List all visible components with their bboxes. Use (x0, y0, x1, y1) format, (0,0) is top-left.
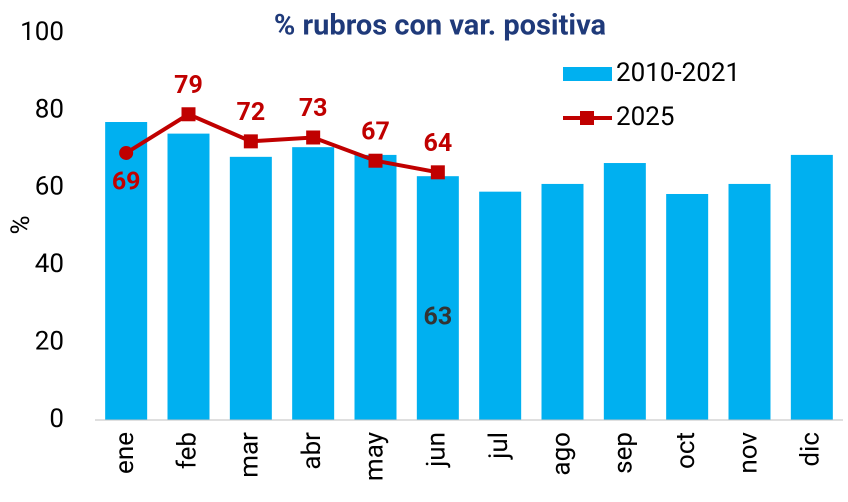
x-tick-label: jun (422, 432, 452, 468)
line-marker (243, 134, 258, 149)
x-tick-label: oct (671, 432, 701, 469)
x-tick-label: dic (796, 432, 826, 467)
line (125, 112, 439, 175)
bar (292, 147, 335, 421)
y-tick-label: 60 (35, 172, 64, 202)
x-tick-label: nov (733, 432, 763, 474)
line-value-label: 72 (236, 98, 265, 127)
legend-swatch (563, 67, 612, 81)
y-tick-label: 80 (35, 94, 64, 124)
y-tick-label: 0 (49, 404, 64, 434)
bar (666, 193, 709, 420)
bar (790, 154, 833, 420)
bar (354, 154, 397, 420)
line-marker (430, 165, 445, 180)
bar (416, 176, 459, 420)
bar (167, 133, 210, 420)
x-tick-label: abr (297, 432, 327, 470)
x-tick-label: ago (546, 432, 576, 476)
x-tick-label: ene (110, 432, 140, 474)
line-value-label: 73 (299, 94, 328, 123)
x-tick-label: feb (172, 432, 202, 469)
line-marker (306, 130, 321, 145)
y-tick-label: 40 (35, 249, 64, 279)
x-tick-label: sep (609, 432, 639, 474)
legend-label: 2025 (616, 102, 674, 132)
legend-label: 2010-2021 (616, 58, 740, 88)
bar-value-label: 63 (423, 303, 452, 332)
bar (229, 156, 272, 420)
line-value-label: 64 (423, 129, 452, 158)
line-marker (119, 145, 134, 160)
bar (728, 183, 771, 420)
bar (479, 191, 522, 420)
x-tick-label: jul (484, 432, 514, 460)
y-tick-label: 100 (20, 17, 64, 47)
y-tick-label: 20 (35, 326, 64, 356)
bar (541, 183, 584, 420)
line-value-label: 79 (174, 71, 203, 100)
chart-title: % rubros con var. positiva (274, 9, 606, 43)
line-marker (181, 107, 196, 122)
bar (105, 122, 148, 420)
bar (603, 163, 646, 421)
x-tick-label: mar (235, 432, 265, 478)
line-value-label: 69 (112, 168, 141, 197)
x-tick-label: may (359, 432, 389, 481)
line-value-label: 67 (361, 117, 390, 146)
line-marker (368, 153, 383, 168)
y-axis-label: % (6, 215, 36, 234)
legend-swatch (580, 111, 594, 125)
